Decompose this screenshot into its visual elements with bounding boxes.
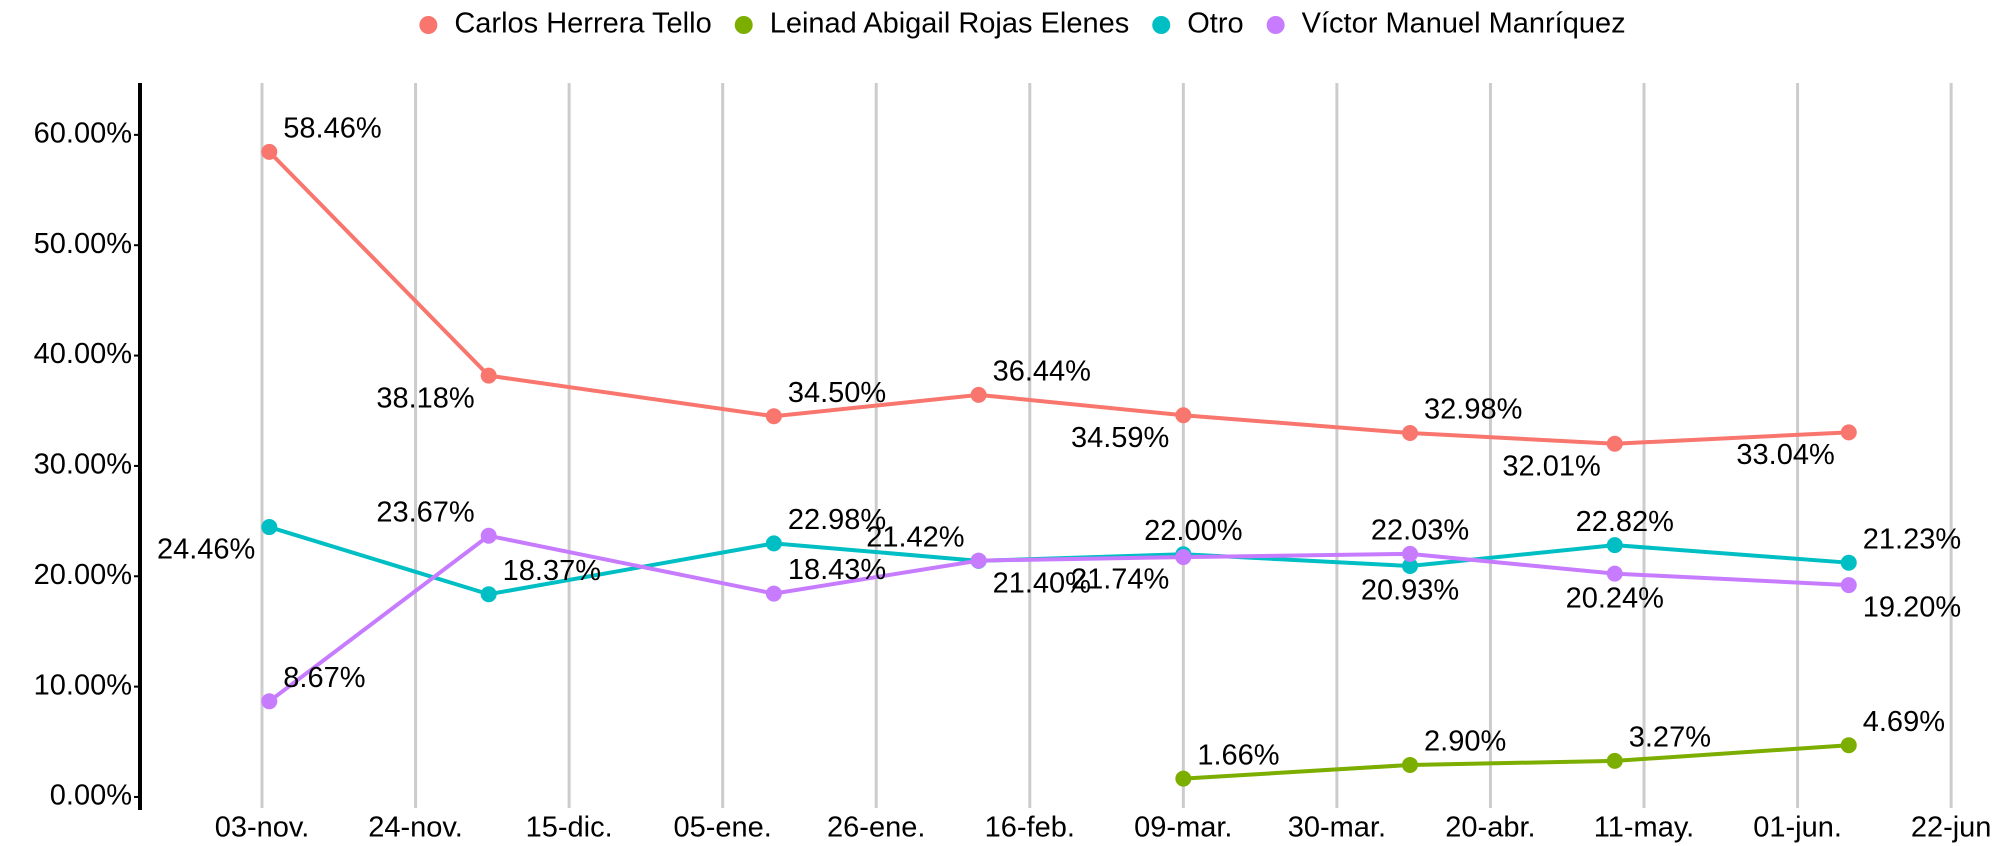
data-point [1840, 424, 1857, 441]
data-point [1840, 554, 1857, 571]
data-label: 32.98% [1424, 394, 1522, 426]
legend-marker [734, 16, 753, 34]
data-label: 21.40% [993, 567, 1091, 599]
data-point [970, 386, 987, 403]
data-label: 58.46% [283, 113, 381, 145]
x-tick-label: 09-mar. [1134, 812, 1232, 844]
data-label: 33.04% [1736, 439, 1834, 471]
data-label: 18.43% [788, 554, 886, 586]
data-point [1606, 537, 1623, 554]
data-label: 21.74% [1071, 564, 1169, 596]
data-label: 21.23% [1863, 523, 1961, 555]
data-point [1402, 425, 1419, 442]
x-tick-label: 05-ene. [673, 812, 771, 844]
data-label: 36.44% [993, 356, 1091, 388]
data-label: 22.03% [1371, 515, 1469, 547]
grid [260, 83, 1953, 808]
data-point [1840, 737, 1857, 754]
legend-label: Leinad Abigail Rojas Elenes [770, 8, 1130, 40]
data-point [1402, 545, 1419, 562]
data-point [480, 586, 497, 603]
data-label: 32.01% [1502, 450, 1600, 482]
x-tick-label: 24-nov. [368, 812, 463, 844]
data-point [970, 552, 987, 569]
x-tick-label: 03-nov. [215, 812, 310, 844]
data-label: 38.18% [376, 382, 474, 414]
data-label: 3.27% [1629, 722, 1711, 754]
data-point [1175, 549, 1192, 566]
series-line [1183, 743, 1849, 781]
x-tick-label: 22-jun [1911, 812, 1992, 844]
data-point [1606, 565, 1623, 582]
data-label: 18.37% [503, 555, 601, 587]
x-tick-label: 30-mar. [1288, 812, 1386, 844]
y-tick-label: 10.00% [34, 669, 132, 701]
legend-label: Otro [1187, 8, 1243, 40]
x-tick-label: 11-may. [1594, 812, 1694, 844]
data-label: 2.90% [1424, 726, 1506, 758]
data-label: 1.66% [1197, 739, 1279, 771]
y-tick-label: 0.00% [50, 780, 132, 812]
data-point [1606, 752, 1623, 769]
series-line [267, 150, 1849, 446]
data-label: 22.82% [1576, 506, 1674, 538]
data-point [1840, 577, 1857, 594]
data-point [1175, 770, 1192, 787]
data-point [1402, 558, 1419, 575]
data-label: 24.46% [157, 534, 255, 566]
data-label: 19.20% [1863, 592, 1961, 624]
x-tick-label: 01-jun. [1753, 812, 1842, 844]
x-tick-label: 26-ene. [827, 812, 925, 844]
data-point [261, 693, 278, 710]
data-point [765, 535, 782, 552]
data-point [1402, 756, 1419, 773]
data-label: 8.67% [283, 662, 365, 694]
y-tick-label: 40.00% [34, 338, 132, 370]
data-label: 4.69% [1863, 706, 1945, 738]
y-tick-label: 20.00% [34, 559, 132, 591]
data-label: 22.98% [788, 504, 886, 536]
data-point [480, 367, 497, 384]
legend-marker [1266, 16, 1285, 34]
legend-label: Carlos Herrera Tello [454, 8, 711, 40]
data-label: 22.00% [1144, 515, 1242, 547]
y-tick-label: 30.00% [34, 449, 132, 481]
x-tick-label: 20-abr. [1445, 812, 1535, 844]
legend-marker [1152, 16, 1171, 34]
data-point [1175, 407, 1192, 424]
data-label: 34.50% [788, 377, 886, 409]
data-point [765, 408, 782, 425]
series-line [268, 533, 1849, 703]
x-tick-label: 15-dic. [526, 812, 613, 844]
data-label: 21.42% [866, 521, 964, 553]
legend: Carlos Herrera Tello Leinad Abigail Rojas… [419, 8, 1626, 40]
y-tick-label: 60.00% [34, 118, 132, 150]
x-tick-label: 16-feb. [985, 812, 1075, 844]
legend-label: Víctor Manuel Manríquez [1302, 8, 1626, 40]
data-point [765, 585, 782, 602]
data-label: 20.93% [1361, 575, 1459, 607]
data-point [261, 143, 278, 160]
data-label: 23.67% [376, 496, 474, 528]
data-label: 20.24% [1566, 582, 1664, 614]
data-point [1606, 435, 1623, 452]
data-point [261, 519, 278, 536]
data-point [480, 527, 497, 544]
y-tick-label: 50.00% [34, 228, 132, 260]
legend-marker [419, 16, 438, 34]
data-label: 34.59% [1071, 422, 1169, 454]
plot: 58.46% 38.18% 34.50% 36.44% 34.59% 32.98% 32.0… [157, 113, 1961, 787]
